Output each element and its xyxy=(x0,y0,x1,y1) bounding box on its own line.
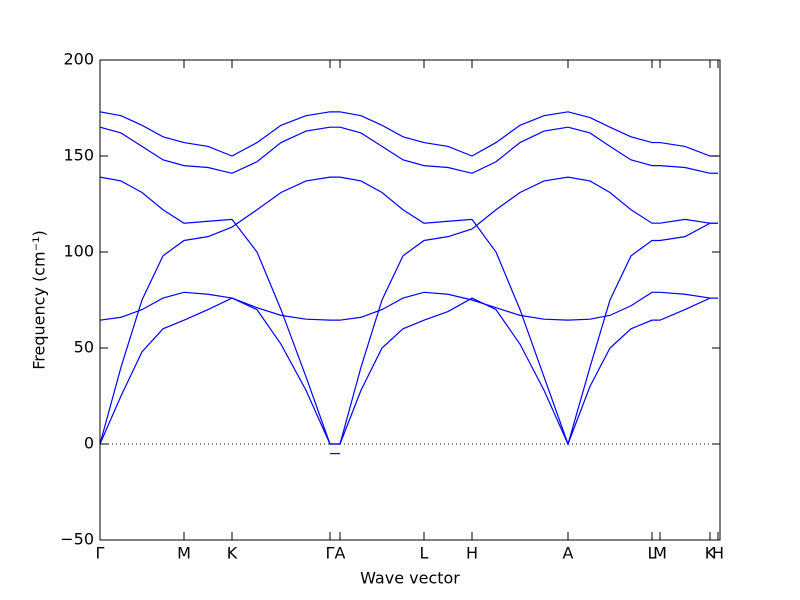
x-tick-label: A xyxy=(563,544,574,563)
x-axis-label: Wave vector xyxy=(360,569,460,588)
x-tick-label: M xyxy=(653,544,667,563)
x-tick-label: A xyxy=(335,544,346,563)
band-line xyxy=(99,111,718,157)
band-line xyxy=(99,291,718,321)
x-tick-label: H xyxy=(712,544,724,563)
y-tick-label: −50 xyxy=(60,530,94,549)
band-line xyxy=(99,176,718,446)
y-tick-label: 0 xyxy=(84,434,94,453)
x-tick-label: K xyxy=(705,544,716,563)
x-tick-label: Γ xyxy=(96,544,105,563)
band-line xyxy=(99,126,718,174)
band-line xyxy=(99,297,718,446)
x-tick-label: L xyxy=(648,544,657,563)
x-tick-label: K xyxy=(227,544,238,563)
band-line xyxy=(99,176,718,445)
x-tick-label: H xyxy=(466,544,478,563)
x-tick-label: Γ xyxy=(326,544,335,563)
y-tick-label: 200 xyxy=(63,50,94,69)
y-tick-label: 50 xyxy=(74,338,94,357)
y-tick-label: 150 xyxy=(63,146,94,165)
y-tick-label: 100 xyxy=(63,242,94,261)
y-axis-label: Frequency (cm⁻¹) xyxy=(30,230,49,369)
x-tick-label: L xyxy=(420,544,429,563)
x-tick-label: M xyxy=(177,544,191,563)
plot-frame xyxy=(99,59,721,541)
